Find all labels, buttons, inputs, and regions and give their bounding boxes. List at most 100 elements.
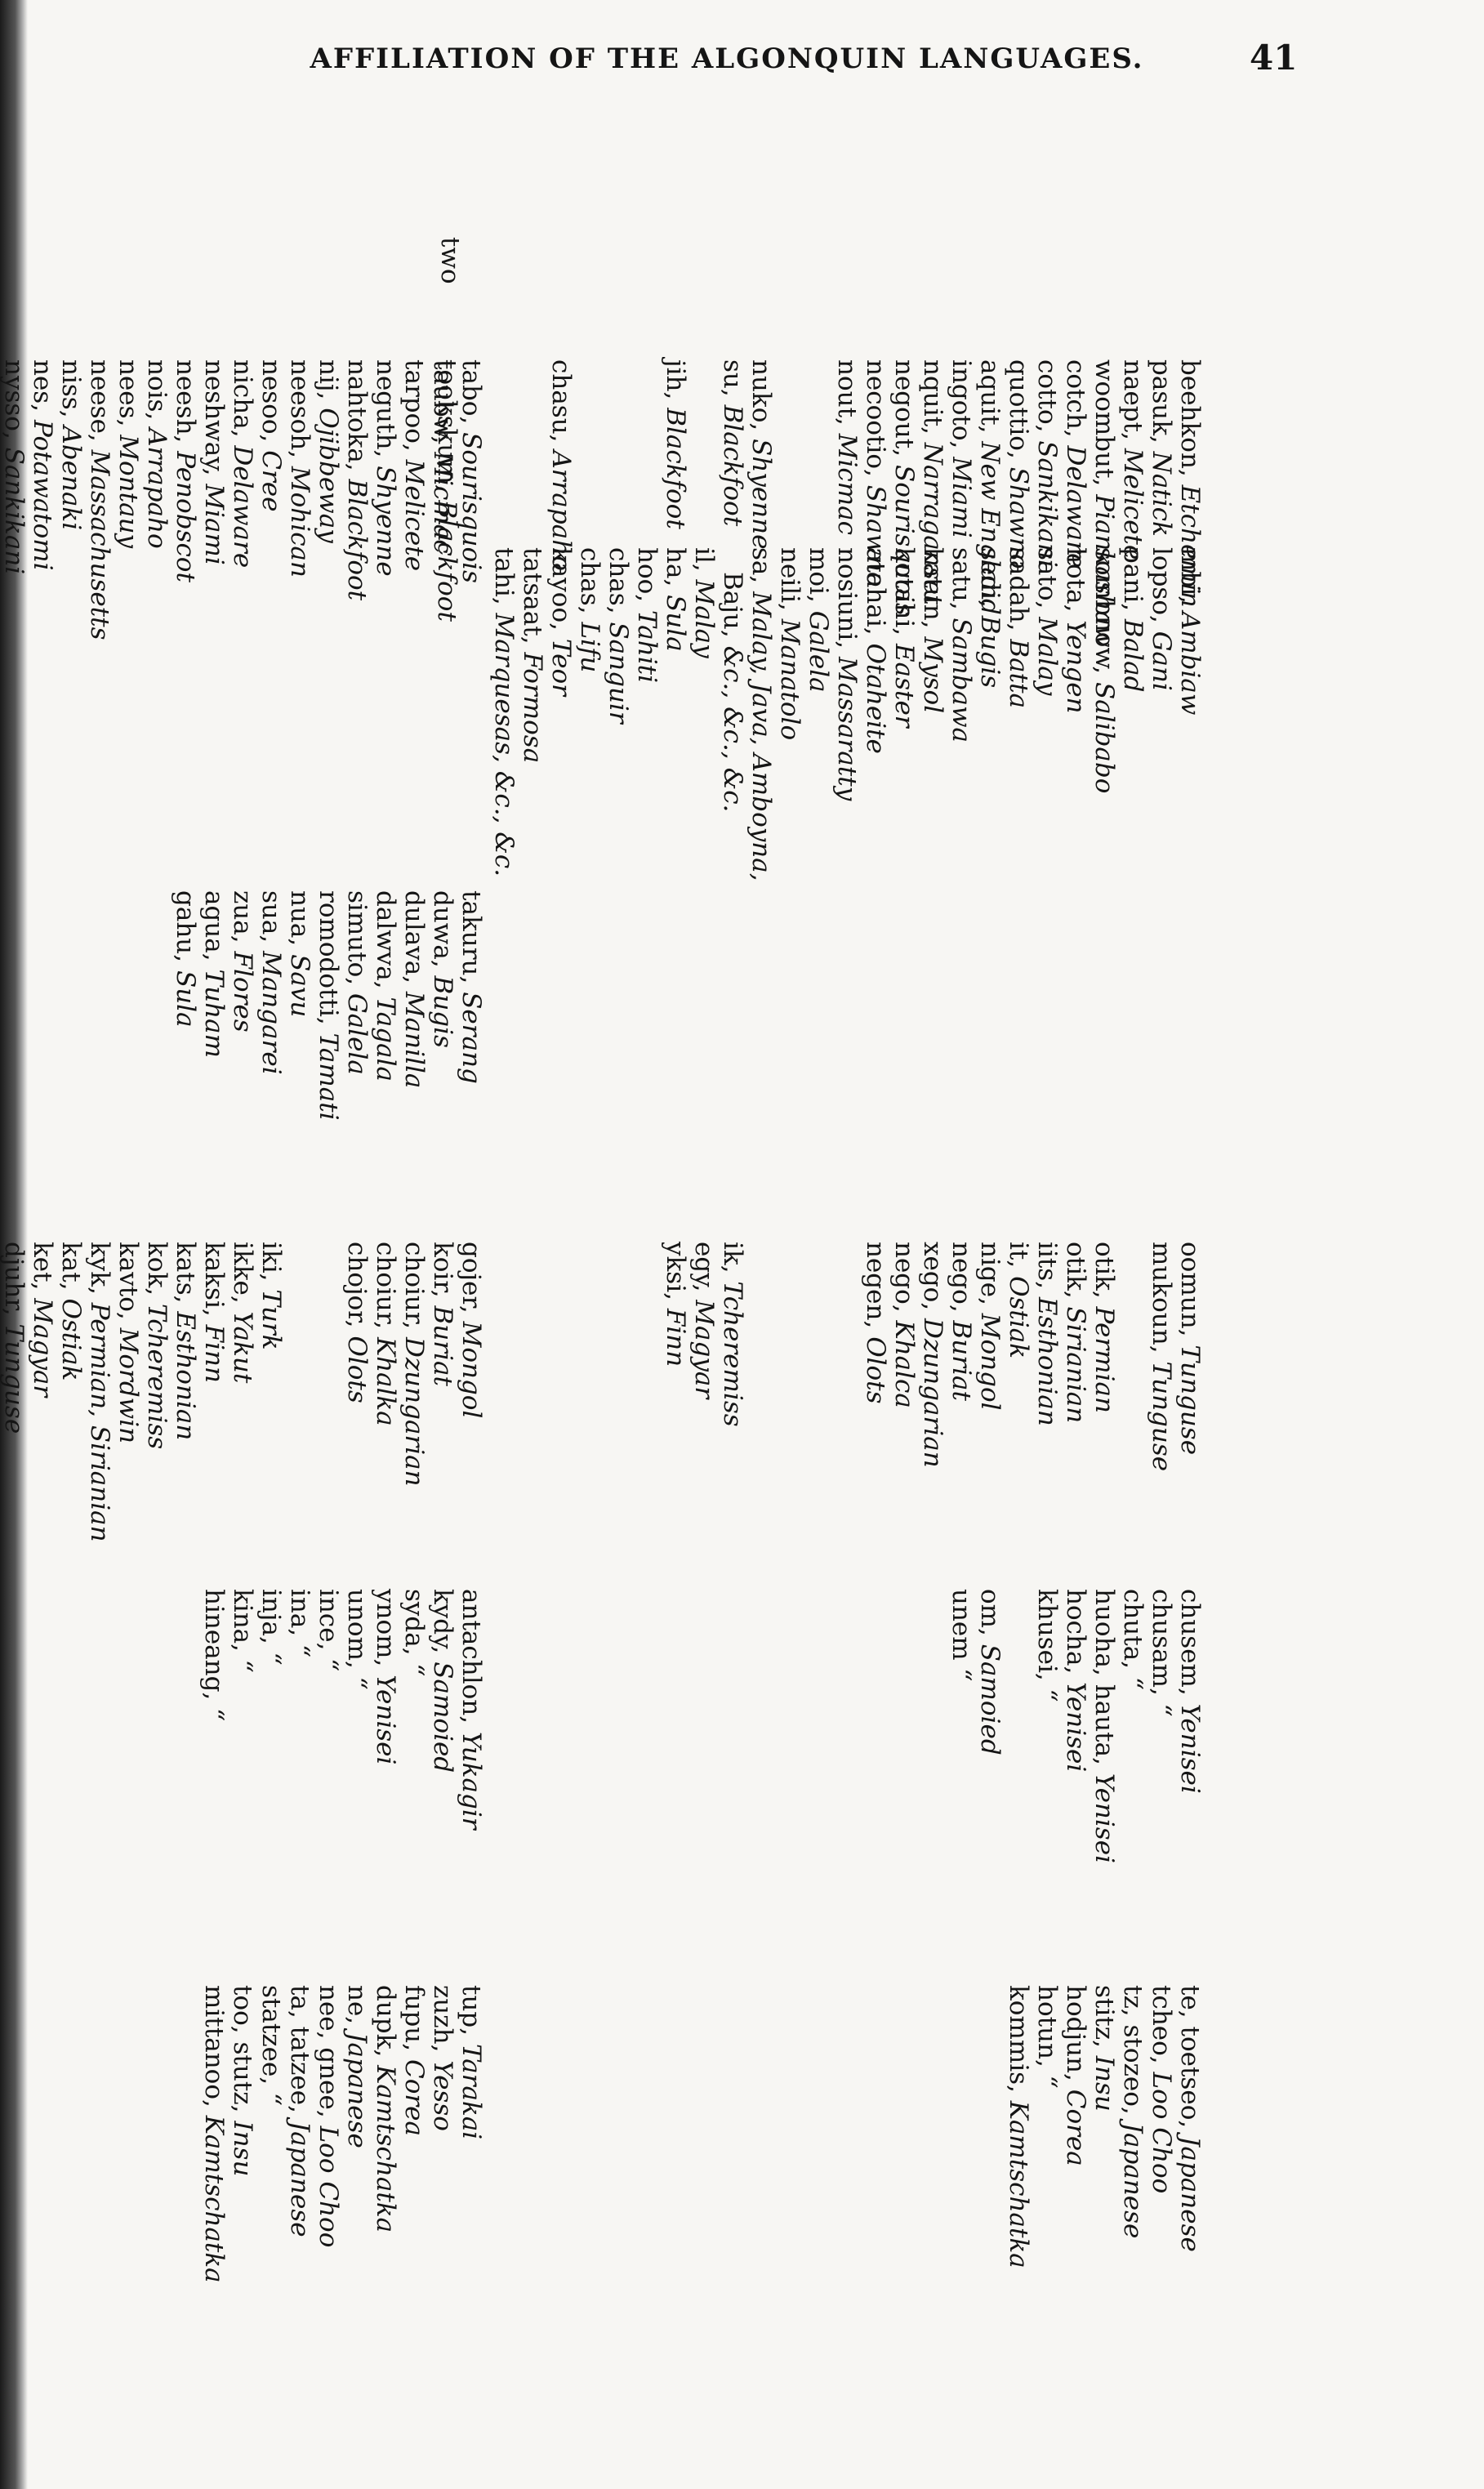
vocab-word: inja,	[256, 1589, 286, 1653]
vocab-language: Ostiak	[1004, 1276, 1033, 1359]
vocab-word: stitz,	[1090, 1985, 1119, 2056]
vocab-entry: chojor, Olots	[342, 1242, 372, 1542]
vocab-language: Tamati	[314, 1033, 343, 1121]
vocab-word: chas,	[604, 547, 633, 622]
vocab-word: nquit,	[918, 359, 947, 443]
vocab-word: djuhr,	[0, 1242, 29, 1324]
vocab-language: Tcheremiss	[718, 1281, 747, 1427]
vocab-word: pasuk,	[1147, 359, 1176, 452]
vocab-word: nosiuni,	[832, 547, 862, 658]
vocab-language: Malay	[1032, 617, 1062, 696]
vocab-entry: sua, Mangarei	[256, 890, 286, 1121]
vocab-language: Natick	[1147, 451, 1176, 537]
vocab-word: cotch,	[1061, 359, 1090, 446]
vocab-word: quottio,	[1004, 359, 1033, 467]
vocab-entry: nicha, Delaware	[228, 359, 257, 640]
vocab-language: Sirianian	[1061, 1306, 1090, 1424]
vocab-language: Esthonian	[1032, 1296, 1062, 1426]
page-number: 41	[1250, 38, 1298, 78]
vocab-language: Olots	[342, 1336, 372, 1403]
vocab-entry: neili, Manatolo	[775, 547, 804, 881]
vocab-entry: tarpoo, Melicete	[399, 359, 429, 640]
vocab-word: agua,	[199, 890, 229, 970]
vocab-language: Samoied	[428, 1662, 457, 1773]
vocab-word: antachlon,	[457, 1589, 486, 1732]
vocab-language: Insu	[1090, 2055, 1119, 2112]
vocab-word: sa,	[746, 547, 776, 592]
vocab-word: neguth,	[371, 359, 400, 466]
vocab-entry: zua, Flores	[228, 890, 257, 1121]
vocab-entry	[1004, 1589, 1032, 1863]
vocab-language: Japanese	[285, 2121, 314, 2237]
vocab-word: kydy,	[428, 1589, 457, 1662]
vocab-entry: tcheo, Loo Choo	[1147, 1985, 1176, 2268]
vocab-language: Mohican	[285, 466, 314, 578]
vocab-entry: tup, Tarakai	[457, 1985, 486, 2283]
vocab-entry: gahu, Sula	[171, 890, 200, 1121]
vocab-word: simuto,	[342, 890, 372, 994]
vocab-word: moi,	[804, 547, 833, 611]
vocab-entry: kina, “	[228, 1589, 257, 1830]
vocab-language: Potawatomi	[28, 419, 57, 571]
vocab-word: nego,	[889, 1242, 919, 1321]
vocab-entry: neguth, Shyenne	[371, 359, 400, 640]
vocab-word: ta, tatzee,	[285, 1985, 314, 2121]
vocab-language: Sula	[171, 970, 200, 1028]
vocab-entry: iits, Esthonian	[1032, 1242, 1062, 1471]
vocab-entry: too, stutz, Insu	[228, 1985, 257, 2283]
vocab-word: katun,	[918, 547, 947, 637]
vocab-language: “	[1032, 2075, 1062, 2089]
vocab-entry: hocha, Yenisei	[1061, 1589, 1090, 1863]
vocab-language: Yakut	[228, 1311, 257, 1384]
vocab-word: cotto,	[1032, 359, 1062, 441]
vocab-language: “	[947, 1668, 976, 1682]
vocab-word: takuru,	[457, 890, 486, 992]
vocab-entry: stitz, Insu	[1090, 1985, 1119, 2268]
vocab-language: Manilla	[399, 991, 429, 1089]
vocab-word: hocha,	[1061, 1589, 1090, 1683]
vocab-language: Galela	[342, 993, 372, 1075]
vocab-entry: sa, Malay, Java, Amboyna,	[746, 547, 776, 881]
vocab-entry: iki, Turk	[256, 1242, 286, 1542]
vocab-entry: pani, Balad	[1118, 547, 1148, 881]
vocab-language: Delaware	[228, 445, 257, 569]
vocab-word: nige,	[975, 1242, 1005, 1314]
vocab-word: nua,	[285, 890, 314, 955]
column-algonquin-two: tabo, Sourisquois taubw, Micmac tarpoo, Me…	[0, 359, 486, 640]
vocab-language: Japanese	[1118, 2122, 1148, 2239]
vocab-word: kotahi,	[889, 547, 919, 644]
vocab-language: Blackfoot	[661, 408, 690, 529]
vocab-word: choiur,	[399, 1242, 429, 1337]
vocab-entry: agua, Tuham	[199, 890, 229, 1121]
vocab-entry: moi, Galela	[804, 547, 833, 881]
vocab-entry: nesoo, Cree	[256, 359, 286, 640]
vocab-word: mittanoo,	[199, 1985, 229, 2116]
vocab-word: aquit,	[975, 359, 1005, 442]
vocab-entry: ta, tatzee, Japanese	[285, 1985, 314, 2283]
vocab-word: mbi,	[1175, 547, 1205, 612]
vocab-entry: tatsaat, Formosa	[518, 547, 547, 881]
vocab-language: Tunguse	[1147, 1361, 1176, 1472]
vocab-entry: chas, Lifu	[575, 547, 604, 881]
vocab-word: niss,	[56, 359, 86, 426]
vocab-word: nij,	[314, 359, 343, 408]
vocab-entry: hodjun, Corea	[1061, 1985, 1090, 2268]
vocab-word: dalwva,	[371, 890, 400, 997]
vocab-entry: xego, Dzungarian	[918, 1242, 947, 1471]
vocab-entry: kotahi, Easter	[889, 547, 919, 881]
vocab-language: “	[256, 1652, 286, 1666]
vocab-language: Massachusetts	[85, 449, 114, 640]
vocab-entry: kaksi, Finn	[199, 1242, 229, 1542]
vocab-word: ingoto,	[947, 359, 976, 457]
vocab-language: Mordwin	[114, 1327, 143, 1444]
vocab-word: nicha,	[228, 359, 257, 446]
vocab-language: “	[342, 1676, 372, 1690]
vocab-word: khusei,	[1032, 1589, 1062, 1689]
vocab-entry: dulava, Manilla	[399, 890, 429, 1121]
vocab-word: il,	[689, 547, 719, 580]
vocabulary-table: beehkon, Etchemin pasuk, Natick naept, Mel…	[0, 196, 1205, 2426]
vocab-language: Sula	[661, 595, 690, 652]
vocab-word: kyk,	[85, 1242, 114, 1303]
vocab-entry: duwa, Bugis	[428, 890, 457, 1121]
vocab-entry: nij, Ojibbeway	[314, 359, 343, 640]
